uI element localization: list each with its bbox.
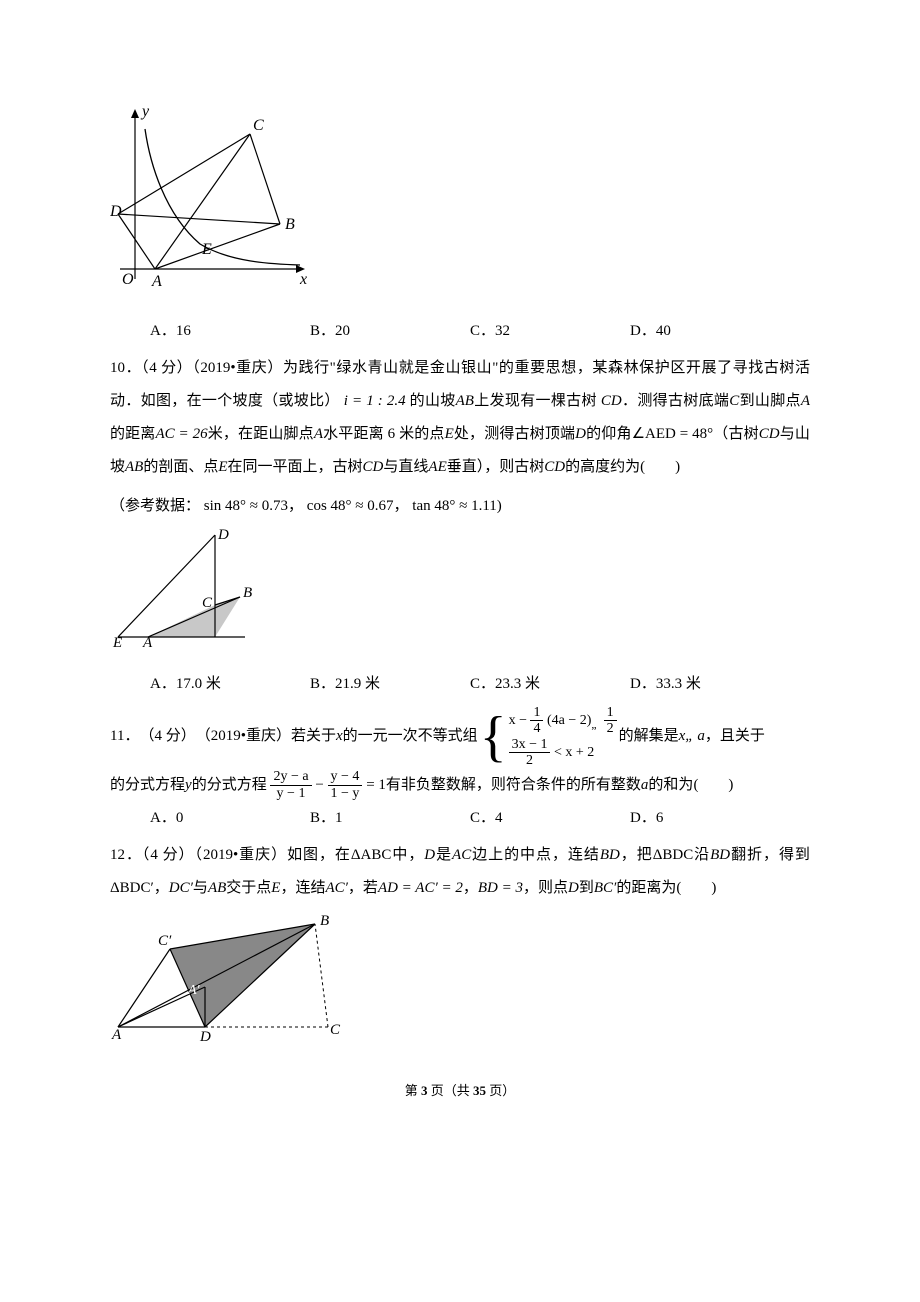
svg-text:C: C — [202, 595, 213, 611]
q9-opt-d: D．40 — [630, 315, 790, 348]
q11-opt-d: D．6 — [630, 802, 790, 835]
q11-line2: 的分式方程y 的分式方程 2y − ay − 1 − y − 41 − y = … — [110, 769, 810, 802]
svg-text:A: A — [142, 635, 153, 647]
q9-opt-b: B．20 — [310, 315, 470, 348]
q10-figure: E A C B D — [110, 527, 810, 660]
q10-reference-data: （参考数据： sin 48° ≈ 0.73， cos 48° ≈ 0.67， t… — [110, 490, 810, 523]
q9-figure: y x O A D E B C — [110, 104, 810, 307]
svg-text:A: A — [111, 1027, 122, 1043]
A-label: A — [151, 273, 162, 290]
q12-text: 12．（4 分）（2019•重庆）如图，在ΔABC中，D是AC边上的中点，连结B… — [110, 839, 810, 905]
q10-text: 10．（4 分）（2019•重庆）为践行"绿水青山就是金山银山"的重要思想，某森… — [110, 352, 810, 484]
B-label: B — [285, 216, 295, 233]
q9-opt-a: A．16 — [150, 315, 310, 348]
q10-opt-a: A．17.0 米 — [150, 668, 310, 701]
q9-opt-c: C．32 — [470, 315, 630, 348]
svg-text:C: C — [330, 1022, 341, 1038]
q10-opt-b: B．21.9 米 — [310, 668, 470, 701]
x-axis-label: x — [299, 271, 307, 288]
svg-text:C′: C′ — [158, 933, 172, 949]
O-label: O — [122, 271, 134, 288]
svg-text:B: B — [243, 585, 252, 601]
q11-opt-c: C．4 — [470, 802, 630, 835]
q10-options: A．17.0 米 B．21.9 米 C．23.3 米 D．33.3 米 — [150, 668, 810, 701]
q12-svg: A D C B C′ A′ — [110, 909, 350, 1044]
svg-text:D: D — [217, 527, 229, 543]
E-label: E — [201, 241, 212, 258]
q11-options: A．0 B．1 C．4 D．6 — [150, 802, 810, 835]
C-label: C — [253, 117, 264, 134]
q10-opt-c: C．23.3 米 — [470, 668, 630, 701]
svg-text:D: D — [199, 1029, 211, 1044]
q11-line1: 11．（4 分）（2019•重庆）若关于x的一元一次不等式组 { x − 14 … — [110, 705, 810, 769]
svg-text:A′: A′ — [187, 983, 201, 998]
page-footer: 第 3 页（共 35 页） — [110, 1077, 810, 1106]
q9-options: A．16 B．20 C．32 D．40 — [150, 315, 810, 348]
q11-opt-b: B．1 — [310, 802, 470, 835]
y-axis-label: y — [140, 104, 150, 120]
q10-svg: E A C B D — [110, 527, 260, 647]
D-label: D — [110, 203, 122, 220]
q9-svg: y x O A D E B C — [110, 104, 310, 294]
svg-text:E: E — [112, 635, 122, 647]
q11-opt-a: A．0 — [150, 802, 310, 835]
inequality-system: { x − 14 (4a − 2)„ 12 3x − 12 < x + 2 — [480, 705, 617, 769]
q10-opt-d: D．33.3 米 — [630, 668, 790, 701]
svg-text:B: B — [320, 913, 329, 929]
q12-figure: A D C B C′ A′ — [110, 909, 810, 1057]
